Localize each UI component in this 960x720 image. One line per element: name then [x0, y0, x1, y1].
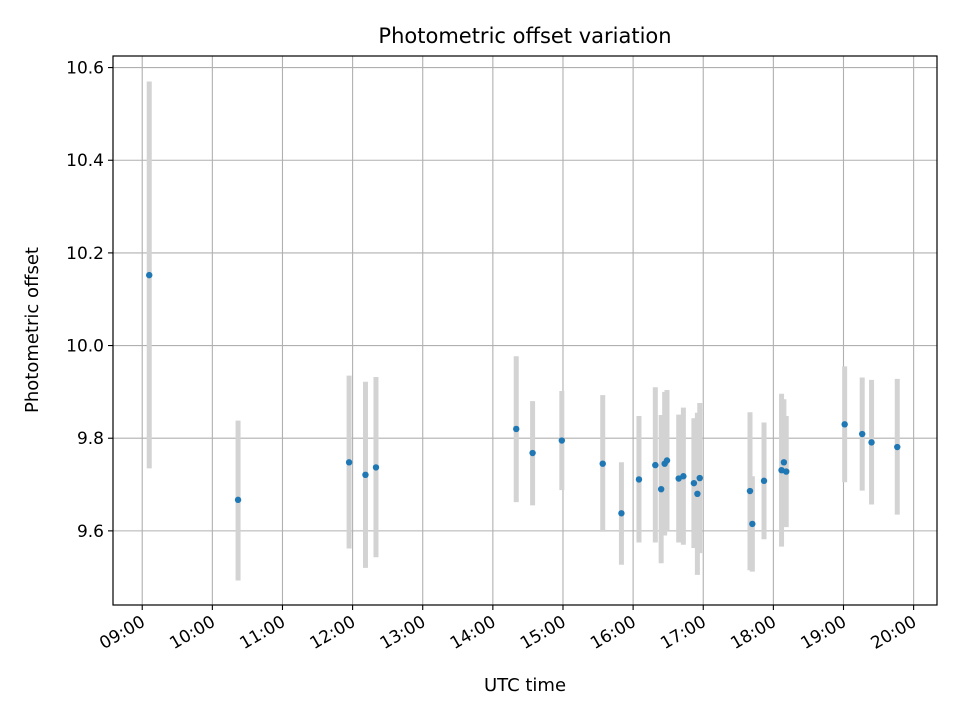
y-tick-label: 10.2 [66, 244, 104, 264]
x-tick-label: 16:00 [587, 612, 639, 654]
data-point [780, 459, 788, 466]
data-point [234, 496, 242, 504]
data-point [749, 520, 756, 528]
y-tick-label: 10.6 [66, 59, 104, 79]
x-tick-label: 14:00 [447, 612, 499, 654]
x-tick-label: 20:00 [868, 612, 920, 654]
data-point [868, 439, 875, 446]
x-tick-label: 10:00 [166, 612, 218, 654]
data-point [599, 460, 606, 467]
data-point [558, 437, 566, 444]
data-point [372, 464, 380, 471]
x-axis: 09:00 10:00 11:00 12:00 13:00 14:00 15:00 16:00… [96, 605, 920, 654]
data-point [146, 271, 153, 279]
data-point [652, 461, 659, 469]
data-point [657, 485, 665, 493]
data-point [690, 479, 698, 487]
y-tick-label: 9.8 [77, 429, 104, 449]
data-point [760, 477, 768, 485]
x-tick-label: 17:00 [657, 612, 709, 654]
data-point [783, 468, 790, 475]
data-point [362, 471, 369, 479]
data-point [894, 443, 901, 451]
y-tick-label: 10.4 [66, 151, 104, 171]
data-point [680, 473, 687, 480]
x-tick-label: 19:00 [798, 612, 850, 654]
data-point [618, 510, 625, 517]
x-tick-label: 18:00 [727, 612, 779, 654]
data-points [146, 271, 901, 528]
y-axis-label: Photometric offset [22, 247, 43, 413]
data-point [694, 490, 701, 498]
x-axis-label: UTC time [484, 675, 566, 696]
data-point [841, 421, 848, 428]
plot-frame [112, 55, 938, 606]
data-point [663, 457, 671, 464]
error-bars [146, 81, 900, 581]
x-tick-label: 15:00 [517, 612, 569, 654]
x-tick-label: 12:00 [307, 612, 359, 654]
data-point [345, 459, 353, 466]
data-point [635, 476, 643, 483]
x-tick-label: 13:00 [377, 612, 429, 654]
data-point [858, 430, 866, 438]
data-point [513, 425, 520, 433]
grid [113, 56, 937, 605]
x-tick-label: 09:00 [96, 612, 148, 654]
x-tick-label: 11:00 [237, 612, 289, 654]
chart-title: Photometric offset variation [378, 24, 671, 48]
y-tick-label: 9.6 [77, 522, 104, 542]
data-point [529, 449, 536, 457]
y-tick-label: 10.0 [66, 337, 104, 357]
y-axis: 9.6 9.8 10.0 10.2 10.4 10.6 [66, 59, 113, 542]
data-point [696, 474, 703, 482]
data-point [746, 487, 754, 495]
